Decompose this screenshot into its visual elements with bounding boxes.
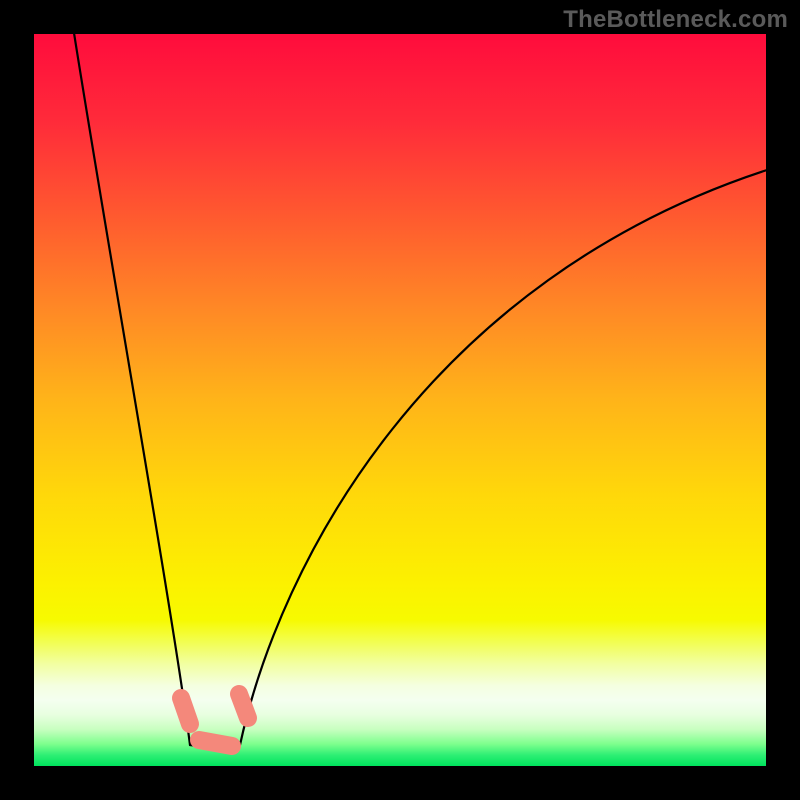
data-marker (239, 694, 248, 718)
bottleneck-chart (0, 0, 800, 800)
data-marker (181, 698, 190, 724)
data-marker (199, 740, 232, 746)
gradient-plot-area (34, 34, 766, 766)
watermark-text: TheBottleneck.com (563, 6, 788, 34)
